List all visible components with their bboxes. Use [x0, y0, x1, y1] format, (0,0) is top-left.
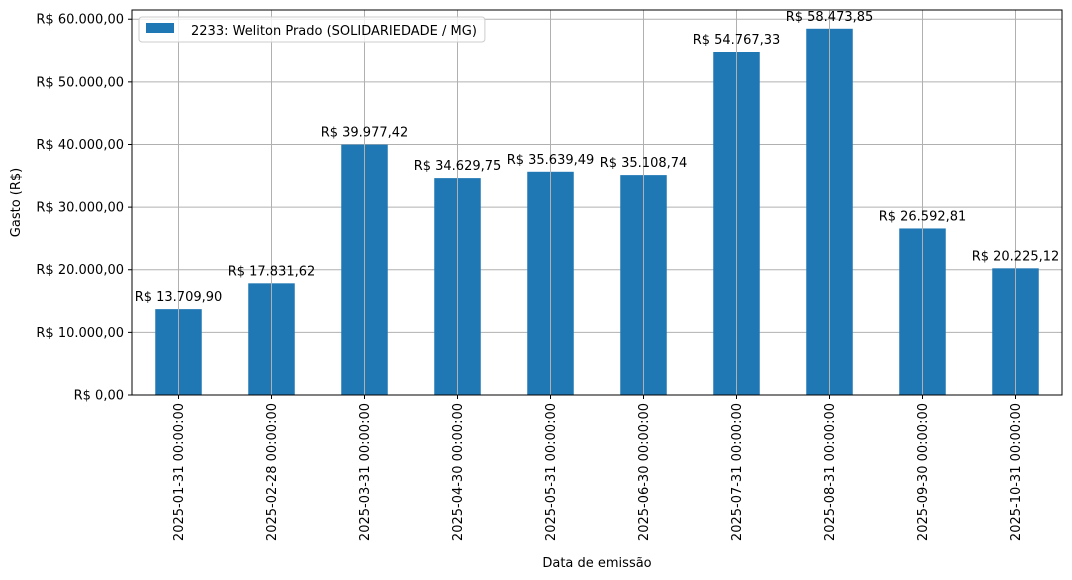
x-tick-label: 2025-09-30 00:00:00: [916, 403, 931, 541]
bar-value-label: R$ 58.473,85: [786, 10, 874, 25]
bar-value-label: R$ 20.225,12: [972, 249, 1060, 264]
x-tick-label: 2025-08-31 00:00:00: [823, 403, 838, 541]
bar-value-label: R$ 34.629,75: [414, 159, 502, 174]
plot-area-frame: [131, 9, 1063, 396]
bar-value-label: R$ 17.831,62: [228, 264, 316, 279]
y-axis: R$ 0,00 R$ 10.000,00 R$ 20.000,00 R$ 30.000…: [36, 13, 132, 404]
x-tick-label: 2025-03-31 00:00:00: [358, 403, 373, 541]
x-tick-label: 2025-05-31 00:00:00: [544, 403, 559, 541]
legend-box: [138, 16, 486, 43]
x-tick-label: 2025-04-30 00:00:00: [451, 403, 466, 541]
bar-value-label: R$ 26.592,81: [879, 209, 967, 224]
x-tick-label: 2025-07-31 00:00:00: [730, 403, 745, 541]
bar-value-labels: R$ 13.709,90 R$ 17.831,62 R$ 39.977,42 R$ 3…: [135, 10, 1060, 305]
x-tick-label: 2025-01-31 00:00:00: [172, 403, 187, 541]
vertical-grid: [178, 10, 1016, 395]
x-tick-label: 2025-02-28 00:00:00: [265, 403, 280, 541]
y-tick-label: R$ 30.000,00: [36, 201, 124, 216]
y-tick-label: R$ 40.000,00: [36, 138, 124, 153]
legend-entry: 2233: Weliton Prado (SOLIDARIEDADE / MG): [191, 24, 477, 39]
x-tick-label: 2025-06-30 00:00:00: [637, 403, 652, 541]
y-tick-label: R$ 0,00: [74, 389, 124, 404]
legend-swatch: [146, 23, 174, 33]
y-axis-label: Gasto (R$): [9, 168, 24, 237]
x-axis-label: Data de emissão: [542, 556, 651, 571]
y-tick-label: R$ 20.000,00: [36, 263, 124, 278]
y-tick-label: R$ 50.000,00: [36, 75, 124, 90]
bar-value-label: R$ 35.108,74: [600, 156, 688, 171]
bar-value-label: R$ 35.639,49: [507, 153, 595, 168]
bar-value-label: R$ 54.767,33: [693, 33, 781, 48]
y-tick-label: R$ 60.000,00: [36, 13, 124, 28]
y-tick-label: R$ 10.000,00: [36, 326, 124, 341]
legend: 2233: Weliton Prado (SOLIDARIEDADE / MG): [138, 16, 486, 43]
x-tick-label: 2025-10-31 00:00:00: [1009, 403, 1024, 541]
x-axis: 2025-01-31 00:00:00 2025-02-28 00:00:00 20…: [172, 395, 1024, 541]
bar-value-label: R$ 39.977,42: [321, 126, 409, 141]
bar-value-label: R$ 13.709,90: [135, 290, 223, 305]
